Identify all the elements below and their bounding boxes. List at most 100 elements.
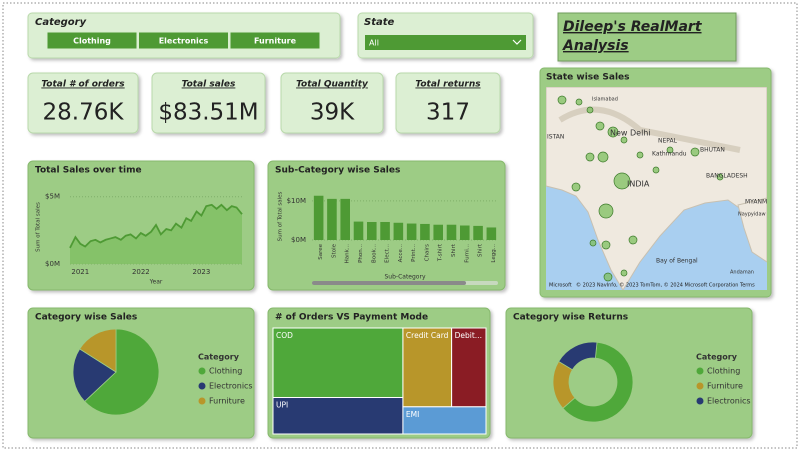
tile-label: Debit... — [455, 331, 482, 340]
kpi-label: Total sales — [182, 80, 236, 90]
bar — [327, 198, 337, 240]
legend-marker — [696, 367, 704, 375]
map-label: Bay of Bengal — [656, 258, 698, 265]
x-tick-label: Book... — [371, 244, 377, 263]
map-attribution: © 2023 NavInfo, © 2023 TomTom, © 2024 Mi… — [576, 282, 755, 289]
bar — [393, 222, 404, 240]
chart-title: Category wise Returns — [513, 313, 628, 323]
x-tick-label: Furni... — [464, 244, 470, 263]
treemap-tile — [451, 327, 487, 408]
x-tick-label: 2022 — [132, 268, 150, 276]
map-label: Andaman — [730, 270, 754, 276]
bar — [446, 224, 457, 240]
slicer-option[interactable]: Electronics — [159, 37, 209, 46]
x-tick-label: Stole — [331, 243, 337, 258]
legend-marker — [198, 397, 206, 405]
x-tick-label: T-shirt — [438, 243, 444, 262]
kpi-card — [395, 72, 501, 134]
map-label: New Delhi — [610, 129, 651, 138]
kpi-card — [27, 72, 139, 134]
legend-label: Electronics — [707, 397, 751, 406]
legend-label: Clothing — [209, 367, 242, 376]
map-label: Naypyidaw — [738, 212, 766, 218]
chart-title: Category wise Sales — [35, 313, 137, 323]
bar — [340, 198, 350, 240]
chart-title: # of Orders VS Payment Mode — [275, 313, 428, 323]
x-tick-label: Elect... — [385, 244, 391, 263]
slicer-option[interactable]: Furniture — [254, 37, 297, 46]
bubbles — [557, 95, 724, 282]
mountains — [558, 106, 741, 153]
kpi-value: 39K — [310, 100, 355, 126]
map-label: BHUTAN — [700, 147, 725, 154]
treemap-tile — [402, 406, 487, 435]
bar — [473, 225, 483, 240]
dropdown-value[interactable]: All — [369, 39, 379, 48]
chart-title: Total Sales over time — [35, 166, 142, 176]
land — [737, 197, 767, 263]
legend-label: Furniture — [707, 382, 743, 391]
legend-marker — [198, 382, 206, 390]
kpi-value: 317 — [426, 100, 470, 126]
slicer-button[interactable] — [138, 31, 229, 50]
bar — [486, 227, 497, 240]
x-axis-title: Sub-Category — [385, 274, 426, 281]
legend-label: Electronics — [209, 382, 253, 391]
map-title: State wise Sales — [546, 73, 630, 83]
x-tick-label: Print... — [411, 244, 417, 262]
pie-slice — [84, 328, 160, 416]
x-tick-label: 2021 — [71, 268, 89, 276]
legend-marker — [696, 382, 704, 390]
x-tick-label: Acce... — [398, 244, 404, 263]
dropdown-arrow[interactable] — [512, 39, 522, 45]
map-label: ISTAN — [547, 134, 564, 141]
bar — [420, 223, 430, 240]
treemap-tile — [272, 327, 404, 399]
map-label: MYANMA — [745, 199, 772, 206]
title-box — [557, 12, 737, 62]
dashboard-title: Analysis — [562, 38, 629, 54]
slicer-label: Category — [35, 17, 87, 28]
y-tick-label: $5M — [45, 193, 60, 201]
y-tick-label: $0M — [291, 236, 306, 244]
area — [70, 204, 242, 264]
x-tick-label: Shirt — [451, 243, 457, 257]
state-dropdown[interactable] — [365, 35, 526, 50]
slicer-button[interactable] — [229, 31, 321, 50]
tile-label: COD — [276, 331, 293, 340]
legend-marker — [198, 367, 206, 375]
x-tick-label: Legg... — [491, 244, 497, 263]
dashboard-title: Dileep's RealMart — [563, 19, 703, 35]
legend-title: Category — [198, 353, 240, 362]
map-label: INDIA — [627, 180, 650, 189]
legend-label: Clothing — [707, 367, 740, 376]
x-tick-label: Saree — [318, 243, 324, 259]
x-tick-label: Shirt — [478, 243, 484, 257]
line — [69, 203, 243, 249]
kpi-value: $83.51M — [158, 100, 258, 126]
treemap-tile — [272, 397, 404, 435]
y-axis-title: Sum of Total sales — [278, 192, 284, 242]
map-label: Islamabad — [592, 97, 618, 103]
chart-title: Sub-Category wise Sales — [275, 166, 400, 176]
tile-label: Credit Card — [406, 331, 449, 340]
tile-label: EMI — [406, 410, 419, 419]
tile-label: UPI — [276, 401, 288, 410]
kpi-card — [151, 72, 266, 134]
map-label: NEPAL — [658, 138, 678, 145]
scrollbar-thumb[interactable] — [312, 281, 466, 285]
pie-slice — [79, 328, 117, 373]
slicer-button[interactable] — [46, 31, 138, 50]
donut-slice — [558, 341, 598, 371]
bar — [460, 225, 470, 240]
bar — [353, 221, 364, 240]
bar — [380, 221, 390, 240]
y-tick-label: $0M — [45, 260, 60, 268]
map: Islamabad New Delhi NEPAL Kathmandu BHUTAN BA… — [546, 87, 772, 290]
kpi-label: Total # of orders — [41, 80, 125, 90]
slicer-option[interactable]: Clothing — [73, 37, 111, 46]
y-axis-title: Sum of Total sales — [36, 202, 42, 252]
x-axis-title: Year — [149, 279, 163, 286]
kpi-value: 28.76K — [43, 100, 125, 126]
